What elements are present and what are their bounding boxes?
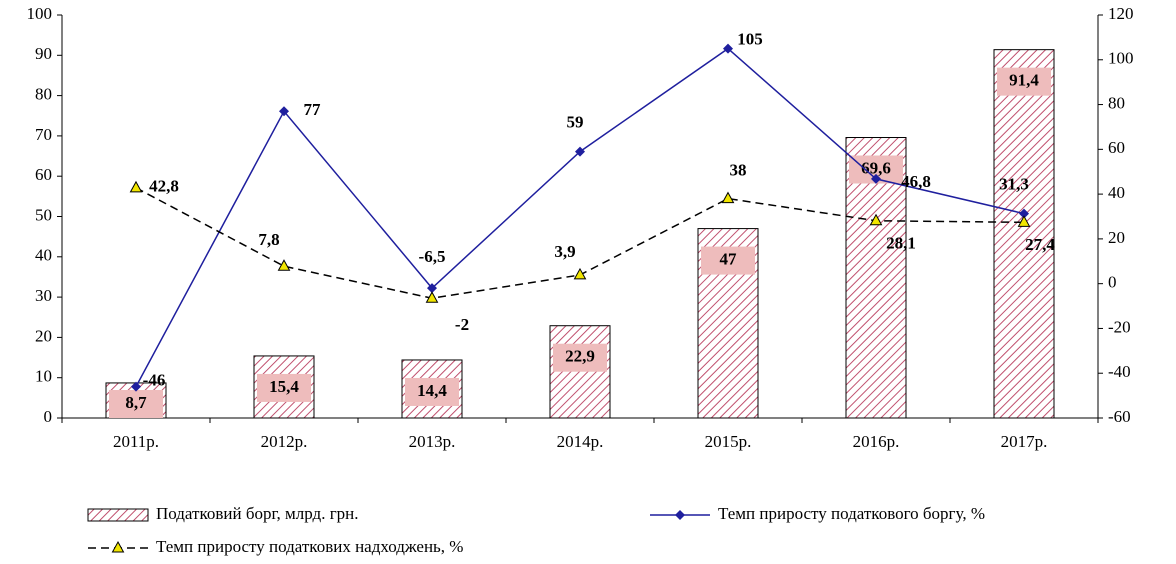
x-tick-label: 2011р. bbox=[113, 432, 159, 451]
legend-label: Податковий борг, млрд. грн. bbox=[156, 504, 359, 523]
y2-tick-label: 0 bbox=[1108, 273, 1117, 292]
y-tick-label: 0 bbox=[44, 407, 53, 426]
marker bbox=[721, 191, 735, 204]
x-tick-label: 2014р. bbox=[557, 432, 604, 451]
bar bbox=[993, 49, 1055, 419]
marker bbox=[575, 146, 585, 157]
y2-tick-label: 80 bbox=[1108, 93, 1125, 112]
y-tick-label: 10 bbox=[35, 367, 52, 386]
marker bbox=[129, 180, 143, 193]
data-label-bg bbox=[109, 390, 163, 418]
y-tick-label: 20 bbox=[35, 326, 52, 345]
legend-label: Темп приросту податкового боргу, % bbox=[718, 504, 985, 523]
y-tick-label: 100 bbox=[27, 4, 53, 23]
data-label: 91,4 bbox=[1009, 71, 1039, 90]
data-label: 31,3 bbox=[999, 174, 1029, 193]
marker bbox=[1017, 215, 1031, 227]
marker bbox=[1019, 208, 1029, 219]
marker bbox=[427, 283, 437, 294]
marker bbox=[869, 213, 883, 226]
x-tick-label: 2017р. bbox=[1001, 432, 1048, 451]
marker bbox=[573, 267, 587, 280]
data-label: 7,8 bbox=[258, 230, 279, 249]
x-tick-label: 2012р. bbox=[261, 432, 308, 451]
y-tick-label: 70 bbox=[35, 125, 52, 144]
y-tick-label: 50 bbox=[35, 205, 52, 224]
y2-tick-label: -40 bbox=[1108, 362, 1131, 381]
data-label: -46 bbox=[143, 371, 166, 390]
data-label: 42,8 bbox=[149, 177, 179, 196]
y2-tick-label: 120 bbox=[1108, 4, 1134, 23]
data-label: 22,9 bbox=[565, 347, 595, 366]
bar bbox=[549, 325, 611, 419]
data-label: -2 bbox=[455, 315, 469, 334]
marker bbox=[279, 106, 289, 117]
y2-tick-label: -60 bbox=[1108, 407, 1131, 426]
y2-tick-label: 40 bbox=[1108, 183, 1125, 202]
data-label-bg bbox=[701, 246, 755, 275]
y2-tick-label: 60 bbox=[1108, 138, 1125, 157]
data-label-bg bbox=[257, 373, 311, 402]
legend-swatch bbox=[87, 508, 149, 522]
y2-tick-label: 100 bbox=[1108, 49, 1134, 68]
data-label: 28,1 bbox=[886, 234, 916, 253]
x-tick-label: 2015р. bbox=[705, 432, 752, 451]
data-label: 105 bbox=[737, 29, 763, 48]
data-label: -6,5 bbox=[419, 247, 446, 266]
y2-tick-label: 20 bbox=[1108, 228, 1125, 247]
legend-label: Темп приросту податкових надходжень, % bbox=[156, 537, 463, 556]
data-label: 38 bbox=[730, 160, 747, 179]
data-label-bg bbox=[553, 343, 607, 372]
marker bbox=[871, 173, 881, 184]
legend-marker bbox=[111, 540, 125, 553]
data-label: 8,7 bbox=[125, 393, 147, 412]
data-label: 47 bbox=[720, 249, 738, 268]
y2-tick-label: -20 bbox=[1108, 317, 1131, 336]
y-tick-label: 80 bbox=[35, 85, 52, 104]
y-tick-label: 90 bbox=[35, 44, 52, 63]
marker bbox=[425, 291, 439, 303]
data-label: 15,4 bbox=[269, 377, 299, 396]
marker bbox=[723, 43, 733, 54]
data-label: 14,4 bbox=[417, 381, 447, 400]
y-tick-label: 60 bbox=[35, 165, 52, 184]
marker bbox=[131, 381, 141, 392]
data-label: 77 bbox=[304, 100, 322, 119]
data-label-bg bbox=[997, 67, 1051, 96]
data-label: 3,9 bbox=[554, 242, 575, 261]
marker bbox=[277, 259, 291, 271]
data-label: 27,4 bbox=[1025, 235, 1055, 254]
data-label: 46,8 bbox=[901, 172, 931, 191]
y-tick-label: 40 bbox=[35, 246, 52, 265]
legend-marker bbox=[675, 510, 685, 520]
x-tick-label: 2016р. bbox=[853, 432, 900, 451]
data-label-bg bbox=[405, 377, 459, 406]
y-tick-label: 30 bbox=[35, 286, 52, 305]
x-tick-label: 2013р. bbox=[409, 432, 456, 451]
data-label: 59 bbox=[567, 112, 584, 131]
